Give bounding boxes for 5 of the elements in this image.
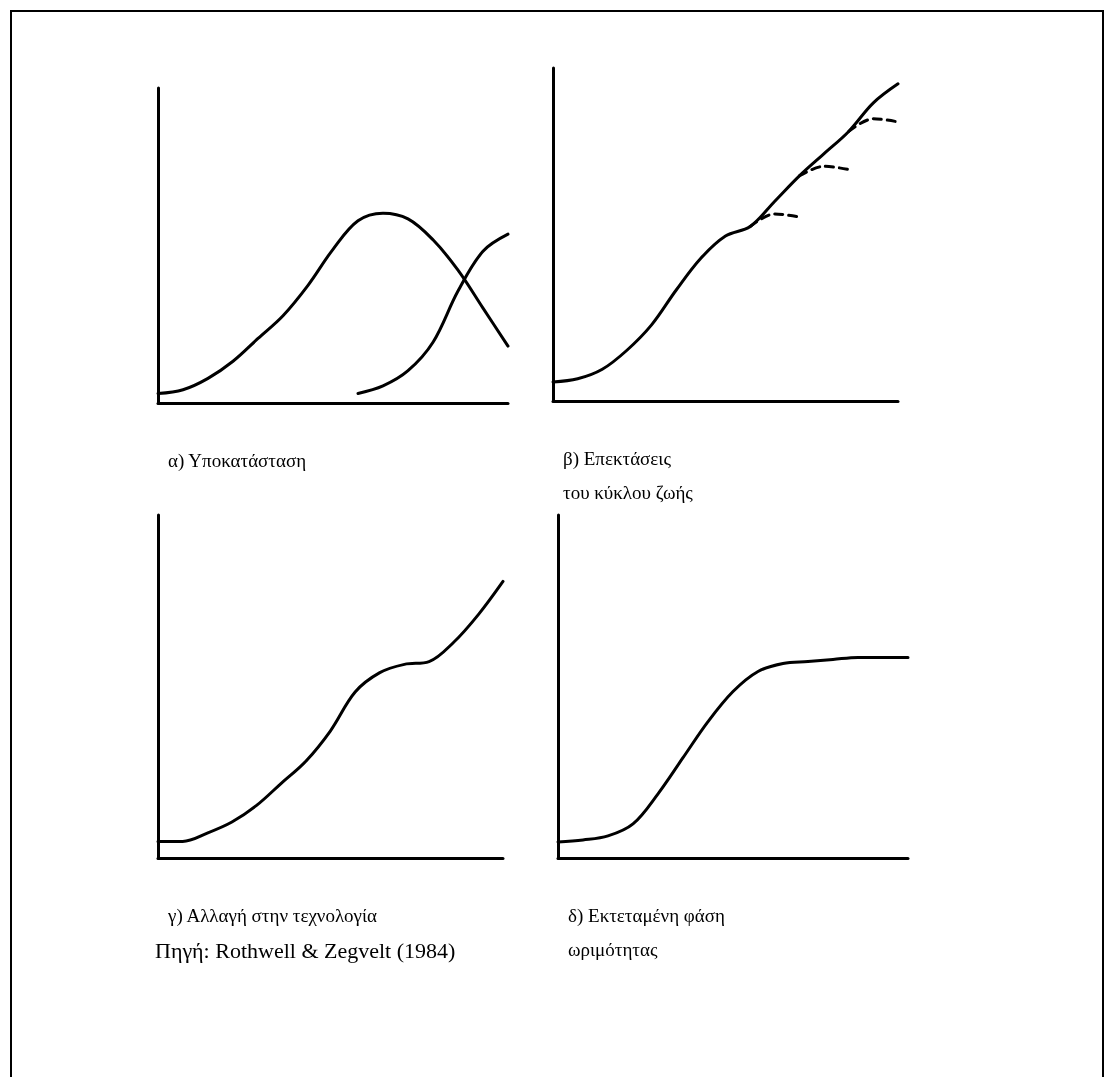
text: γ) Αλλαγή στην τεχνολογία <box>167 904 378 927</box>
text: β) Επεκτάσεις του κύκλου ζωής <box>563 447 694 503</box>
text: Πηγή: Rothwell & Zegvelt (1984) <box>155 938 456 964</box>
text: α) Υποκατάσταση <box>168 449 307 472</box>
text: δ) Εκτεταμένη φάση ωριμότητας <box>568 904 730 960</box>
